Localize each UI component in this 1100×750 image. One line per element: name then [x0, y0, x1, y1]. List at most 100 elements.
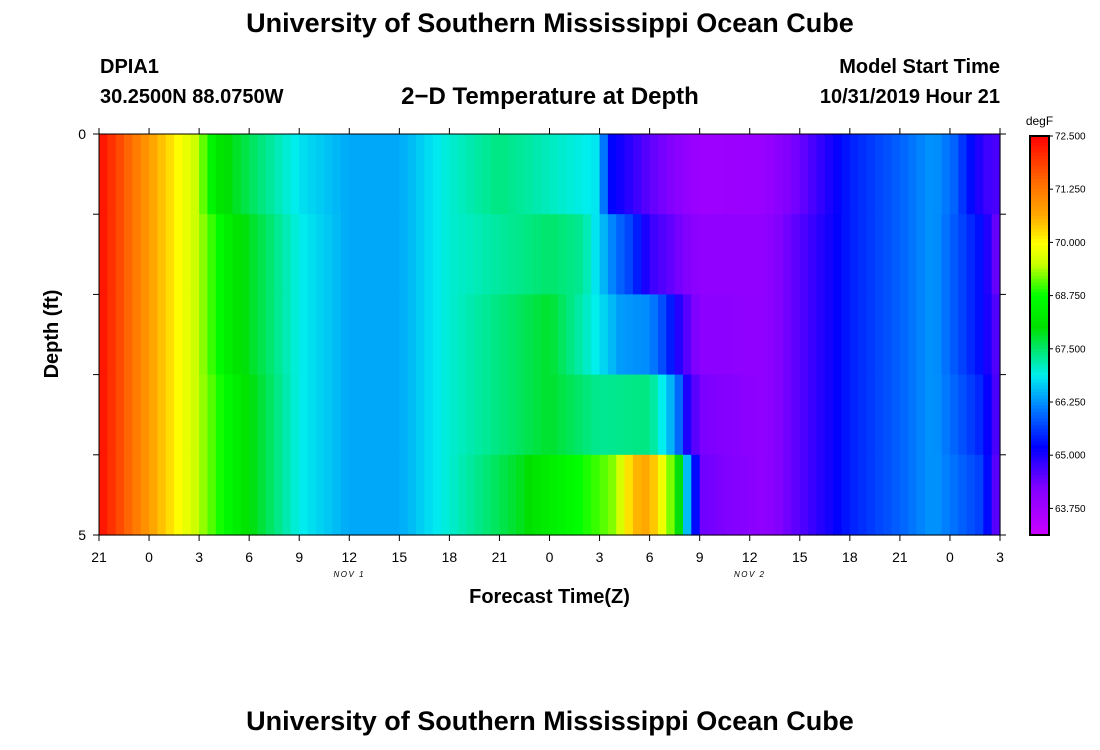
heatmap-cell: [190, 374, 200, 456]
colorbar-tick-label: 68.750: [1055, 291, 1086, 302]
heatmap-cell: [924, 454, 934, 536]
heatmap-cell: [758, 374, 767, 456]
heatmap-cell: [449, 454, 459, 536]
heatmap-cell: [315, 294, 325, 376]
colorbar-segment: [1030, 405, 1049, 410]
heatmap-cell: [941, 294, 951, 376]
heatmap-cell: [132, 134, 142, 215]
heatmap-cell: [724, 134, 734, 215]
heatmap-cell: [933, 454, 943, 536]
heatmap-cell: [182, 294, 192, 376]
heatmap-cell: [107, 374, 117, 456]
heatmap-cell: [749, 294, 759, 376]
heatmap-cell: [240, 134, 250, 215]
colorbar-segment: [1030, 212, 1049, 217]
heatmap-cell: [958, 134, 968, 215]
colorbar-segment: [1030, 368, 1049, 373]
heatmap-cell: [340, 374, 350, 456]
heatmap-cell: [766, 134, 776, 215]
colorbar-segment: [1030, 229, 1049, 234]
heatmap-cell: [791, 134, 801, 215]
heatmap-cell: [724, 214, 734, 295]
heatmap-cell: [991, 454, 1001, 536]
heatmap-cell: [182, 454, 192, 536]
heatmap-cell: [324, 294, 334, 376]
colorbar-segment: [1030, 295, 1049, 300]
heatmap-cell: [399, 374, 409, 456]
heatmap-cell: [441, 374, 450, 456]
heatmap-cell: [416, 374, 425, 456]
heatmap-cell: [482, 214, 492, 295]
colorbar-segment: [1030, 182, 1049, 187]
heatmap-cell: [516, 294, 526, 376]
heatmap-cell: [516, 374, 526, 456]
heatmap-cell: [983, 374, 993, 456]
heatmap-cell: [390, 454, 400, 536]
heatmap-cell: [841, 134, 851, 215]
colorbar-segment: [1030, 242, 1049, 247]
heatmap-cell: [891, 374, 901, 456]
heatmap-cell: [783, 294, 793, 376]
footer-title: University of Southern Mississippi Ocean…: [246, 706, 854, 736]
colorbar-segment: [1030, 205, 1049, 210]
heatmap-cell: [808, 454, 818, 536]
heatmap-cell: [549, 454, 559, 536]
colorbar-segment: [1030, 518, 1049, 523]
heatmap-cell: [833, 454, 843, 536]
heatmap-cell: [657, 454, 667, 536]
colorbar-segment: [1030, 418, 1049, 423]
heatmap-cell: [199, 454, 209, 536]
heatmap-cell: [541, 294, 551, 376]
heatmap-cell: [783, 134, 793, 215]
heatmap-cell: [257, 214, 267, 295]
heatmap-cell: [708, 454, 717, 536]
heatmap-cell: [257, 134, 267, 215]
heatmap-cell: [457, 294, 467, 376]
colorbar-segment: [1030, 225, 1049, 230]
heatmap-cell: [983, 134, 993, 215]
heatmap-cell: [991, 214, 1001, 295]
colorbar-segment: [1030, 495, 1049, 500]
heatmap-cell: [441, 134, 450, 215]
heatmap-cell: [607, 454, 617, 536]
colorbar-segment: [1030, 285, 1049, 290]
heatmap-cell: [432, 214, 442, 295]
colorbar-segment: [1030, 185, 1049, 190]
heatmap-cell: [791, 214, 801, 295]
colorbar-tick-label: 71.250: [1055, 185, 1086, 196]
heatmap-cell: [624, 374, 634, 456]
heatmap-cell: [257, 454, 267, 536]
heatmap-cell: [566, 374, 576, 456]
heatmap-cell: [741, 374, 751, 456]
heatmap-cell: [724, 294, 734, 376]
heatmap-cell: [791, 294, 801, 376]
heatmap-cell: [374, 454, 384, 536]
colorbar-segment: [1030, 169, 1049, 174]
heatmap-cell: [432, 374, 442, 456]
x-tick-label: 18: [842, 549, 858, 565]
heatmap-cell: [482, 134, 492, 215]
heatmap-cell: [833, 294, 843, 376]
heatmap-cell: [924, 294, 934, 376]
plot-title: 2−D Temperature at Depth: [401, 83, 699, 110]
colorbar-segment: [1030, 382, 1049, 386]
heatmap-cell: [424, 454, 434, 536]
heatmap-cell: [599, 214, 609, 295]
heatmap-cell: [582, 214, 592, 295]
heatmap-cell: [207, 294, 217, 376]
heatmap-cell: [799, 454, 809, 536]
colorbar-segment: [1030, 312, 1049, 317]
heatmap-cell: [140, 134, 150, 215]
heatmap-cell: [699, 294, 709, 376]
colorbar-segment: [1030, 175, 1049, 180]
colorbar-segment: [1030, 342, 1049, 347]
heatmap-cell: [574, 454, 584, 536]
x-tick-label: 21: [492, 549, 508, 565]
heatmap-cell: [207, 134, 217, 215]
heatmap-cell: [324, 454, 334, 536]
heatmap-cell: [891, 214, 901, 295]
colorbar-segment: [1030, 428, 1049, 433]
heatmap-cell: [165, 294, 175, 376]
heatmap-cell: [924, 134, 934, 215]
heatmap-cell: [974, 454, 984, 536]
